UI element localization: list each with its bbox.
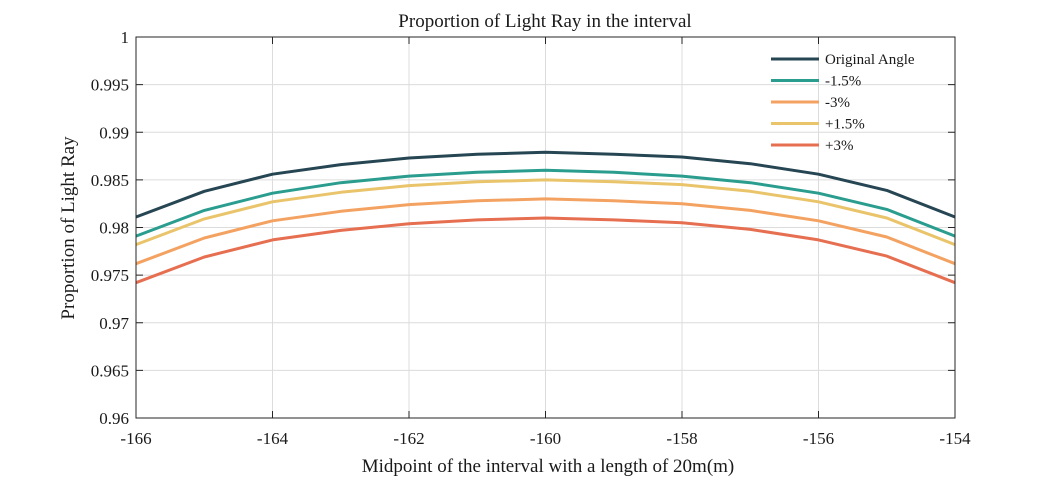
- series-line-4: [135, 216, 956, 285]
- legend-label: +3%: [825, 138, 853, 154]
- y-tick-label: 0.99: [99, 123, 129, 142]
- y-tick-label: 0.985: [91, 171, 129, 190]
- legend-item: -1.5%: [771, 74, 861, 90]
- y-tick-label: 0.97: [99, 314, 129, 333]
- y-tick-label: 1: [121, 28, 130, 47]
- legend-label: +1.5%: [825, 117, 865, 133]
- series-line-0: [135, 150, 956, 219]
- x-tick-label: -166: [120, 429, 151, 448]
- series-line-3: [135, 178, 956, 247]
- x-tick-label: -156: [803, 429, 834, 448]
- y-axis-title: Proportion of Light Ray: [58, 136, 79, 320]
- series-line-2: [135, 197, 956, 266]
- chart-title: Proportion of Light Ray in the interval: [398, 11, 691, 32]
- x-tick-label: -158: [666, 429, 697, 448]
- legend-label: Original Angle: [825, 52, 915, 68]
- legend-label: -3%: [825, 95, 850, 111]
- x-tick-label: -162: [393, 429, 424, 448]
- axes-layer: -166 -164 -162 -160 -158 -156 -154 0.96 0.965 0.9…: [91, 28, 971, 448]
- legend-item: Original Angle: [771, 52, 915, 68]
- legend-item: +3%: [771, 138, 853, 154]
- x-tick-label: -164: [257, 429, 289, 448]
- x-tick-label: -160: [530, 429, 561, 448]
- legend-item: +1.5%: [771, 117, 865, 133]
- y-tick-label: 0.975: [91, 266, 129, 285]
- x-tick-label: -154: [939, 429, 971, 448]
- y-tick-label: 0.96: [99, 409, 129, 428]
- y-tick-label: 0.98: [99, 219, 129, 238]
- y-tick-label: 0.965: [91, 361, 129, 380]
- legend-label: -1.5%: [825, 74, 861, 90]
- legend-item: -3%: [771, 95, 850, 111]
- legend: Original Angle -1.5% -3% +1.5% +3%: [771, 52, 915, 154]
- series-layer: [135, 150, 956, 285]
- x-axis-title: Midpoint of the interval with a length o…: [362, 456, 735, 476]
- grid-layer: [136, 37, 955, 418]
- y-tick-label: 0.995: [91, 76, 129, 95]
- series-line-1: [135, 168, 956, 238]
